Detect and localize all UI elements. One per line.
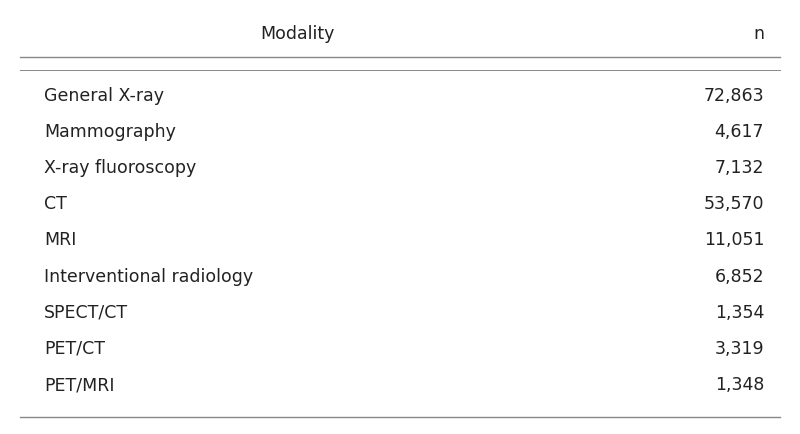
Text: 6,852: 6,852 bbox=[714, 268, 764, 286]
Text: 53,570: 53,570 bbox=[704, 195, 764, 213]
Text: 1,348: 1,348 bbox=[714, 376, 764, 394]
Text: MRI: MRI bbox=[44, 231, 76, 250]
Text: Mammography: Mammography bbox=[44, 123, 176, 141]
Text: General X-ray: General X-ray bbox=[44, 87, 164, 105]
Text: Modality: Modality bbox=[260, 25, 334, 43]
Text: 4,617: 4,617 bbox=[714, 123, 764, 141]
Text: X-ray fluoroscopy: X-ray fluoroscopy bbox=[44, 159, 196, 177]
Text: 3,319: 3,319 bbox=[714, 340, 764, 358]
Text: 7,132: 7,132 bbox=[714, 159, 764, 177]
Text: Interventional radiology: Interventional radiology bbox=[44, 268, 253, 286]
Text: 72,863: 72,863 bbox=[703, 87, 764, 105]
Text: 11,051: 11,051 bbox=[704, 231, 764, 250]
Text: 1,354: 1,354 bbox=[714, 304, 764, 322]
Text: PET/CT: PET/CT bbox=[44, 340, 105, 358]
Text: CT: CT bbox=[44, 195, 66, 213]
Text: PET/MRI: PET/MRI bbox=[44, 376, 114, 394]
Text: SPECT/CT: SPECT/CT bbox=[44, 304, 128, 322]
Text: n: n bbox=[753, 25, 764, 43]
